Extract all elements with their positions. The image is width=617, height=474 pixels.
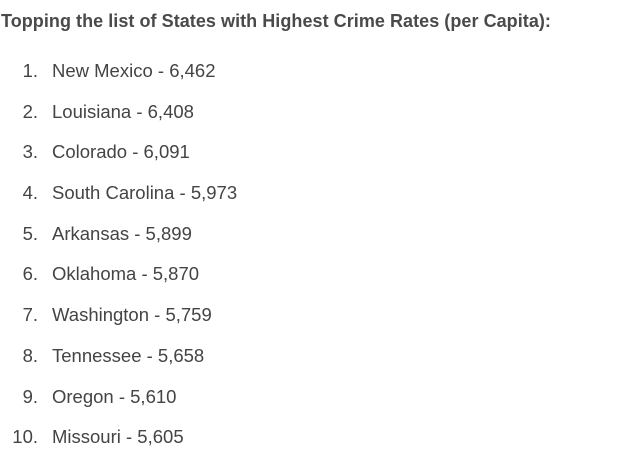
list-item-text: New Mexico - 6,462 [52,60,216,81]
list-item-text: Oklahoma - 5,870 [52,263,200,285]
list-item-number: 6. [22,263,38,285]
list-item-number: 1. [22,60,38,81]
list-item-text: Missouri - 5,605 [52,426,184,448]
list-item-text: Colorado - 6,091 [52,141,190,163]
list-item-text: South Carolina - 5,973 [52,182,238,204]
list-item-number: 8. [22,344,38,366]
list-item-number: 9. [22,385,38,407]
list-item-text: Louisiana - 6,408 [52,100,194,122]
list-item-number: 5. [22,222,38,244]
list-item-text: Tennessee - 5,658 [52,344,205,366]
list-heading: Topping the list of States with Highest … [1,11,551,31]
list-item-number: 4. [22,182,38,204]
list-item-text: Arkansas - 5,899 [52,222,192,244]
list-item-number: 3. [22,141,38,163]
list-item-number: 2. [22,100,38,122]
list-item-text: Washington - 5,759 [52,304,212,326]
list-item-number: 7. [22,304,38,326]
list-item-number: 10. [12,426,38,448]
list-item-text: Oregon - 5,610 [52,385,177,407]
